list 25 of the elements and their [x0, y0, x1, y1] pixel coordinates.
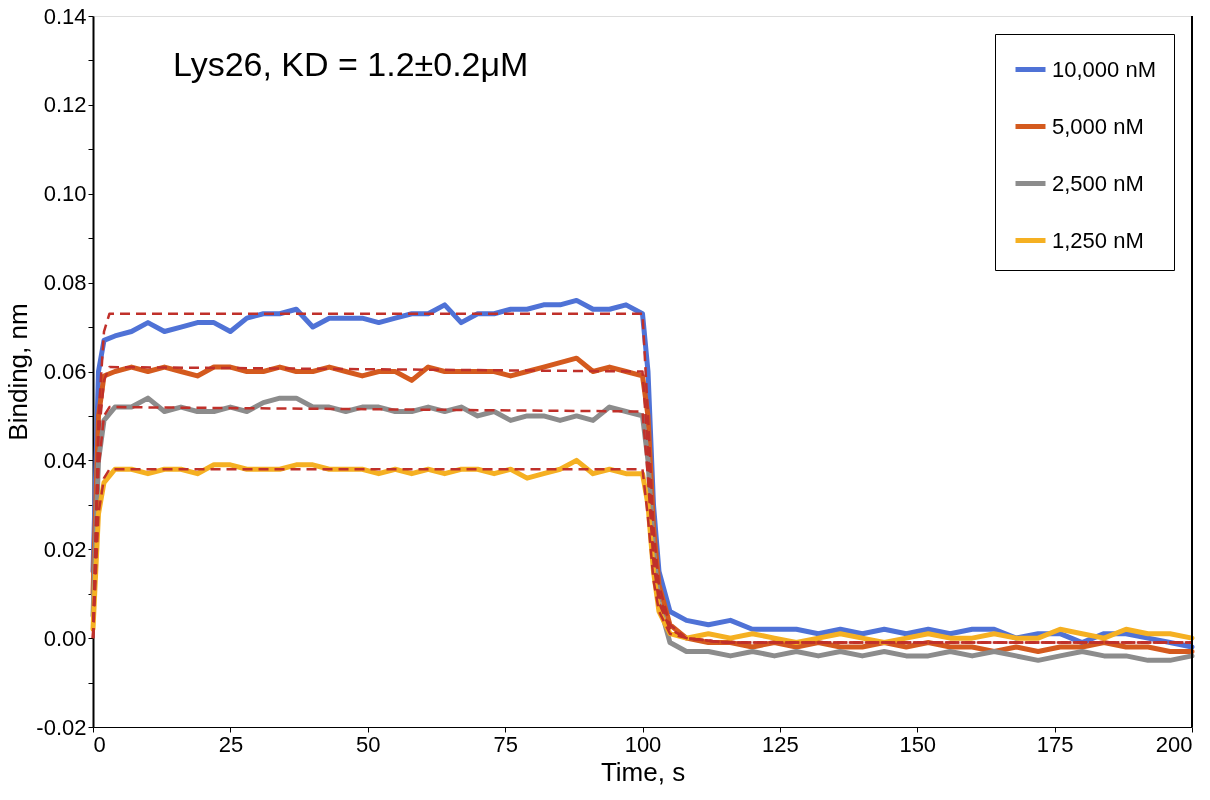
legend-label: 5,000 nM	[1052, 113, 1144, 139]
x-tick-label: 0	[93, 731, 106, 757]
y-tick-label: -0.02	[36, 714, 87, 740]
legend-label: 1,250 nM	[1052, 227, 1144, 253]
annotation: Lys26, KD = 1.2±0.2μM	[173, 45, 529, 83]
x-tick-label: 100	[624, 731, 662, 757]
x-tick-label: 75	[493, 731, 518, 757]
legend-label: 10,000 nM	[1052, 56, 1156, 82]
y-tick-label: 0.02	[43, 536, 87, 562]
x-axis-title: Time, s	[600, 756, 686, 787]
y-tick-label: 0.00	[43, 625, 87, 651]
x-tick-label: 25	[218, 731, 244, 757]
y-tick-label: 0.04	[43, 447, 87, 473]
x-tick-label: 150	[899, 731, 937, 757]
y-tick-label: 0.08	[43, 270, 87, 296]
y-tick-label: 0.10	[43, 181, 87, 207]
y-axis-title: Binding, nm	[3, 303, 34, 441]
legend-label: 2,500 nM	[1052, 170, 1144, 196]
x-tick-label: 125	[762, 731, 799, 757]
x-tick-label: 200	[1155, 731, 1193, 757]
y-tick-label: 0.06	[43, 359, 87, 384]
y-tick-label: 0.12	[43, 92, 87, 118]
x-tick-label: 175	[1036, 731, 1074, 757]
y-tick-label: 0.14	[43, 3, 87, 29]
x-tick-label: 50	[356, 731, 381, 757]
